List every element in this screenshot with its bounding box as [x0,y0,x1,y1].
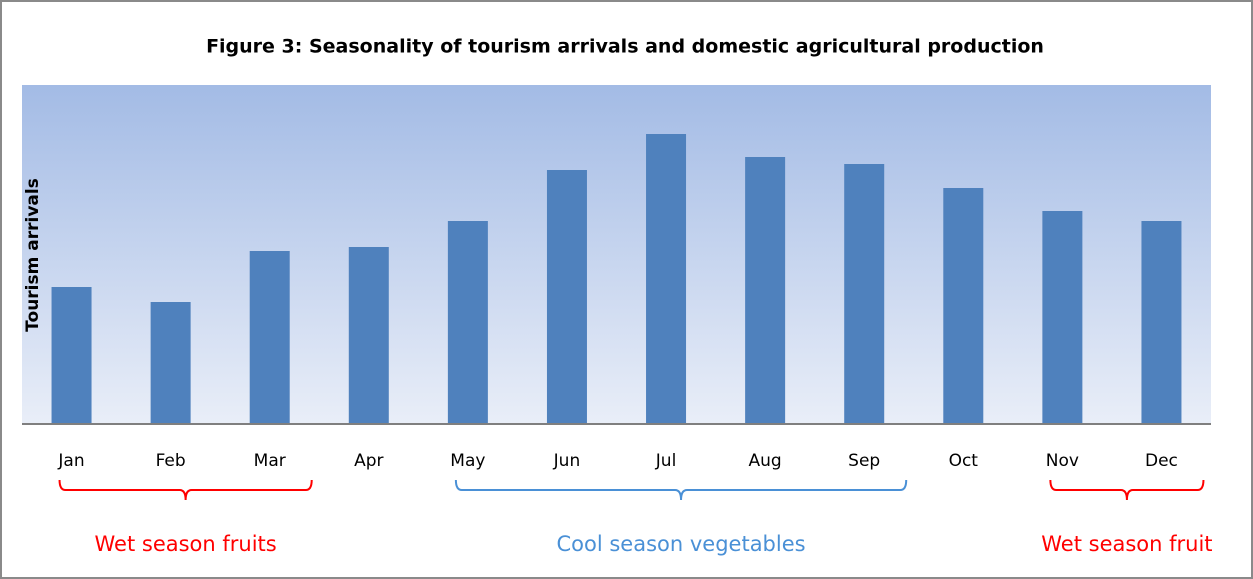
x-tick-label: Dec [1145,451,1178,471]
bar [745,157,786,424]
x-tick-label: Sep [848,451,880,471]
x-tick-label: Feb [156,451,186,471]
bar [943,188,984,424]
x-tick-label: Aug [749,451,782,471]
brace [58,479,313,501]
x-tick-label: Oct [949,451,979,471]
annotation: Wet season fruit [1041,532,1212,556]
brace [454,479,908,501]
annotation: Cool season vegetables [556,532,805,556]
x-tick-label: Jun [553,451,581,471]
bar [249,251,290,424]
bar [646,134,687,424]
bar [348,247,389,424]
bar [1042,211,1083,424]
bar [150,302,191,424]
plot-area [22,85,1211,424]
bar [51,287,92,424]
chart-title: Figure 3: Seasonality of tourism arrival… [206,36,1044,58]
annotation: Wet season fruits [95,532,277,556]
bar [546,170,587,424]
x-tick-label: Nov [1046,451,1079,471]
bar [1141,221,1182,424]
brace [1049,479,1205,501]
x-tick-label: May [450,451,485,471]
x-tick-label: Apr [354,451,383,471]
x-tick-label: Jan [57,451,84,471]
x-tick-label: Mar [254,451,286,471]
bar [447,221,488,424]
y-axis-label: Tourism arrivals [23,178,43,332]
x-tick-label: Jul [655,451,677,471]
bar [844,164,885,424]
